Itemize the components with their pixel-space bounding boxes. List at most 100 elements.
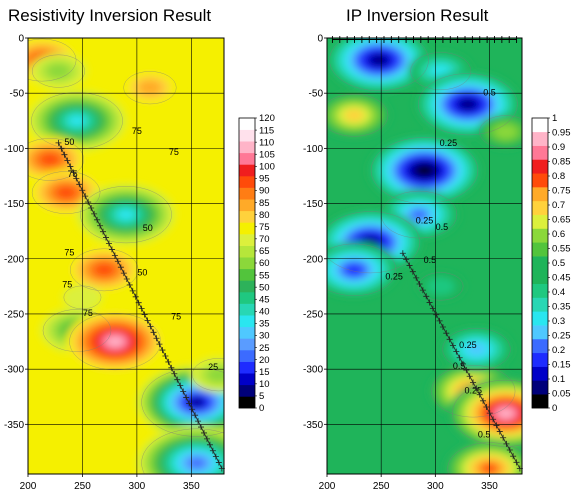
right-contour-line — [442, 327, 511, 371]
right-anomaly-band — [371, 55, 387, 66]
left-y-tick-label: -300 — [4, 365, 24, 376]
right-colorbar-swatch — [532, 242, 548, 257]
left-contour-line — [31, 171, 101, 214]
left-anomaly-band — [189, 458, 205, 468]
left-electrode-marker — [162, 352, 169, 359]
left-electrode-marker — [67, 163, 74, 170]
left-colorbar-swatch — [239, 361, 255, 374]
left-anomaly — [28, 89, 127, 152]
left-y-tick-label: -100 — [4, 144, 24, 155]
left-electrode-marker — [105, 240, 112, 247]
right-anomaly-band — [426, 277, 455, 296]
left-colorbar-swatch — [239, 210, 255, 223]
left-electrode-marker — [192, 412, 199, 419]
left-contour-line — [141, 428, 224, 474]
right-electrode-marker — [496, 428, 503, 435]
right-colorbar: 0 0.05 0.1 0.15 0.2 0.25 0.3 0.35 0.4 0.45 0.5 0.55… — [531, 113, 571, 414]
left-contour-label: 75 — [132, 126, 142, 136]
left-borehole-line — [58, 142, 223, 469]
right-contour-line — [418, 73, 518, 136]
left-colorbar-label: 25 — [259, 343, 270, 354]
left-anomaly-band — [68, 115, 86, 126]
right-colorbar-label: 0.55 — [552, 244, 571, 255]
right-gridlines — [327, 38, 522, 474]
right-contour-label: 0.25 — [385, 272, 403, 282]
left-colorbar-label: 50 — [259, 282, 270, 293]
left-colorbar-label: 55 — [259, 270, 270, 281]
right-contour-lines — [327, 38, 522, 474]
left-contour-label: 25 — [208, 362, 218, 372]
right-electrode-marker — [490, 416, 497, 423]
right-plot-frame — [326, 37, 523, 475]
left-anomaly — [67, 246, 142, 293]
right-contour-label: 0.5 — [436, 222, 449, 232]
left-electrode-marker — [183, 394, 190, 401]
right-colorbar-label: 0.65 — [552, 215, 571, 226]
right-colorbar-swatch — [532, 200, 548, 215]
right-electrode-marker — [429, 305, 436, 312]
right-electrode-marker — [399, 250, 406, 257]
right-electrode-marker — [433, 311, 440, 318]
right-anomaly — [439, 326, 514, 373]
left-anomaly — [136, 425, 224, 474]
right-contour-label: 0.25 — [416, 215, 434, 225]
left-x-tick-label: 300 — [129, 481, 146, 492]
left-contour-label: 50 — [137, 267, 147, 277]
left-electrode-marker — [150, 329, 157, 336]
left-anomaly — [28, 136, 87, 183]
left-colorbar-label: 120 — [259, 113, 275, 124]
right-electrode-marker — [480, 397, 487, 404]
right-anomaly — [477, 114, 522, 150]
right-anomaly-band — [416, 165, 433, 176]
left-contour-line — [69, 312, 161, 371]
left-electrode-marker — [180, 388, 187, 395]
left-colorbar-label: 105 — [259, 149, 275, 160]
left-colorbar-swatch — [239, 326, 255, 339]
left-colorbar-label: 80 — [259, 210, 270, 221]
left-electrode-marker — [189, 406, 196, 413]
right-electrode-marker — [453, 348, 460, 355]
right-colorbar-swatch — [532, 380, 548, 395]
left-colorbar-swatch — [239, 152, 255, 165]
left-colorbar-label: 100 — [259, 162, 275, 173]
left-anomaly — [29, 53, 88, 89]
left-colorbar-swatch — [239, 280, 255, 293]
left-electrode-marker — [70, 169, 77, 176]
left-contour-label: 75 — [68, 169, 78, 179]
right-colorbar-label: 0.6 — [552, 229, 565, 240]
right-y-tick-label: -300 — [303, 365, 323, 376]
right-colorbar-swatch — [532, 145, 548, 160]
right-contour-line — [452, 379, 522, 447]
left-electrode-marker — [138, 305, 145, 312]
left-colorbar-label: 95 — [259, 174, 270, 185]
left-electrode-marker — [215, 459, 222, 466]
left-panel-title: Resistivity Inversion Result — [8, 6, 211, 25]
left-y-tick-label: -250 — [4, 309, 24, 320]
right-colorbar-label: 0.9 — [552, 142, 565, 153]
right-contour-label: 0.5 — [478, 430, 491, 440]
right-colorbar-swatch — [532, 269, 548, 285]
left-electrode-marker — [144, 317, 151, 324]
left-colorbar-swatch — [239, 141, 255, 154]
right-colorbar-label: 0.8 — [552, 171, 565, 182]
right-colorbar-swatch — [532, 228, 548, 243]
left-anomaly-band — [40, 153, 60, 166]
left-electrode-marker — [108, 246, 115, 253]
left-contour-line — [141, 367, 224, 437]
left-colorbar-label: 90 — [259, 186, 270, 197]
right-contour-label: 0.5 — [424, 255, 437, 265]
right-contour-labels: 0.50.250.250.50.50.250.250.50.250.5 — [385, 87, 495, 439]
left-colorbar-label: 10 — [259, 379, 270, 390]
left-electrode-marker — [171, 370, 178, 377]
left-colorbar-swatch — [239, 245, 255, 258]
left-anomaly-band — [190, 398, 203, 406]
left-colorbar-swatch — [239, 315, 255, 328]
right-electrode-marker — [413, 274, 420, 281]
left-colorbar-label: 65 — [259, 246, 270, 257]
left-electrode-marker — [165, 358, 172, 365]
left-electrode-marker — [168, 364, 175, 371]
left-contour-line — [192, 358, 224, 392]
right-colorbar-swatch — [532, 187, 548, 202]
right-x-tick-label: 250 — [373, 481, 390, 492]
